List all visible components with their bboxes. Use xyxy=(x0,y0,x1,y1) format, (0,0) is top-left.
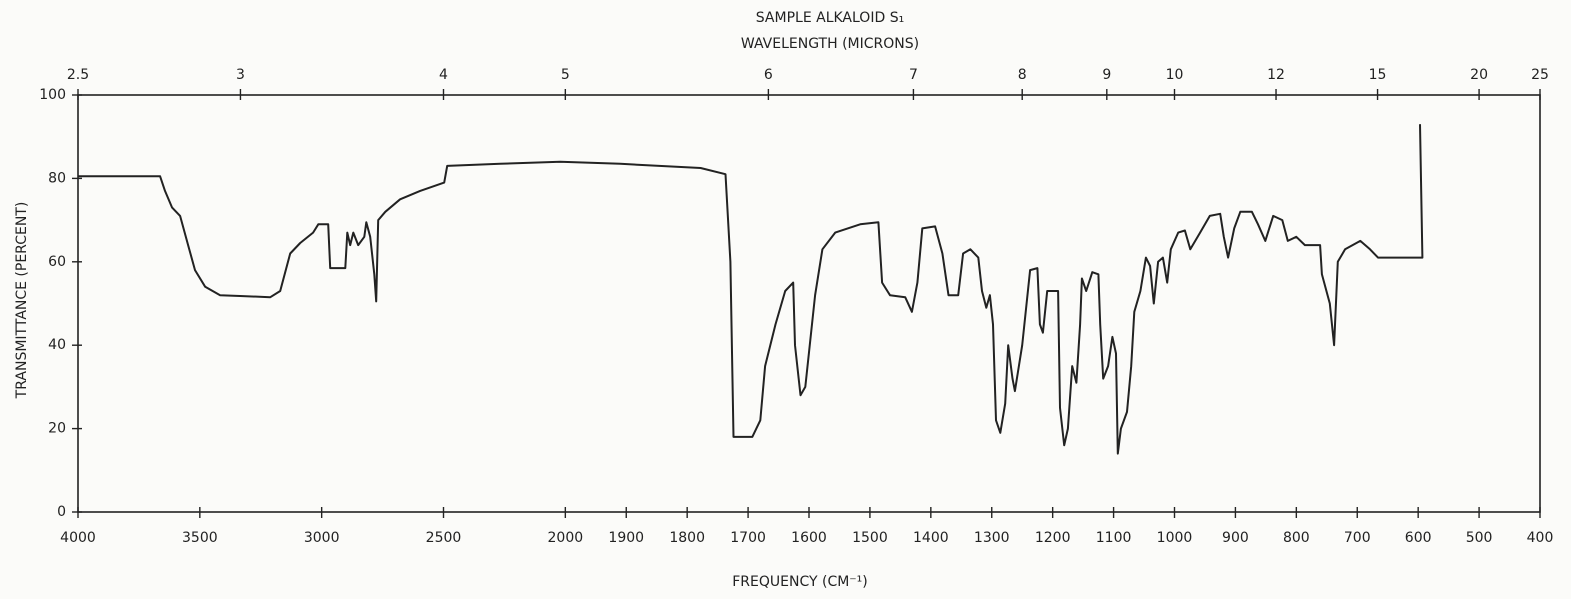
plot-frame xyxy=(77,94,1541,513)
top-tick-label: 12 xyxy=(1267,67,1285,83)
y-tick-label: 60 xyxy=(48,254,66,270)
x-tick-label: 400 xyxy=(1527,530,1554,546)
x-tick-label: 1800 xyxy=(669,530,705,546)
x-tick-label: 700 xyxy=(1344,530,1371,546)
x-tick-label: 900 xyxy=(1222,530,1249,546)
top-tick-label: 10 xyxy=(1166,67,1184,83)
x-tick-label: 1700 xyxy=(730,530,766,546)
top-tick-label: 4 xyxy=(439,67,448,83)
y-tick-label: 40 xyxy=(48,337,66,353)
y-axis-label: TRANSMITTANCE (PERCENT) xyxy=(14,202,30,400)
x-tick-label: 1000 xyxy=(1157,530,1193,546)
x-tick-label: 800 xyxy=(1283,530,1310,546)
x-tick-label: 1400 xyxy=(913,530,949,546)
top-tick-label: 3 xyxy=(236,67,245,83)
x-tick-label: 2000 xyxy=(548,530,584,546)
top-tick-label: 5 xyxy=(561,67,570,83)
x-tick-label: 1900 xyxy=(608,530,644,546)
x-tick-label: 3000 xyxy=(304,530,340,546)
top-tick-label: 20 xyxy=(1470,67,1488,83)
x-tick-label: 2500 xyxy=(426,530,462,546)
spectrum-line xyxy=(78,124,1424,455)
x-tick-label: 3500 xyxy=(182,530,218,546)
y-tick-label: 20 xyxy=(48,421,66,437)
top-tick-label: 8 xyxy=(1018,67,1027,83)
top-tick-label: 2.5 xyxy=(67,67,89,83)
y-tick-label: 80 xyxy=(48,170,66,186)
x-tick-label: 1200 xyxy=(1035,530,1071,546)
chart-title: SAMPLE ALKALOID S₁ xyxy=(756,10,904,26)
top-tick-label: 7 xyxy=(909,67,918,83)
y-tick-label: 100 xyxy=(39,87,66,103)
top-tick-label: 25 xyxy=(1531,67,1549,83)
top-tick-label: 6 xyxy=(764,67,773,83)
top-tick-label: 9 xyxy=(1102,67,1111,83)
x-tick-label: 1500 xyxy=(852,530,888,546)
top-tick-label: 15 xyxy=(1369,67,1387,83)
x-tick-label: 1300 xyxy=(974,530,1010,546)
top-axis-label: WAVELENGTH (MICRONS) xyxy=(741,36,919,52)
x-tick-label: 1600 xyxy=(791,530,827,546)
x-tick-label: 4000 xyxy=(60,530,96,546)
x-tick-label: 1100 xyxy=(1096,530,1132,546)
x-tick-label: 500 xyxy=(1466,530,1493,546)
x-axis-label: FREQUENCY (CM⁻¹) xyxy=(732,574,868,590)
x-tick-label: 600 xyxy=(1405,530,1432,546)
y-tick-label: 0 xyxy=(57,504,66,520)
